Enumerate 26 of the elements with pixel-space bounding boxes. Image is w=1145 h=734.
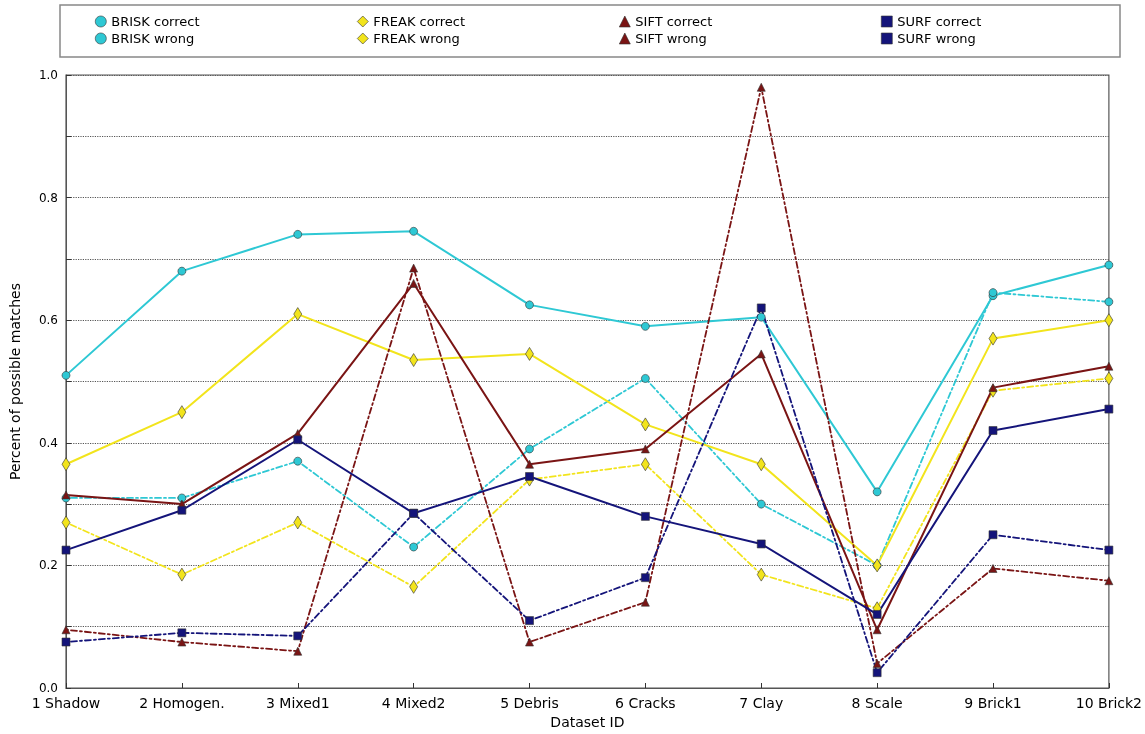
legend-label: SURF correct [897, 14, 982, 29]
y-tick-label: 0.4 [38, 435, 58, 450]
x-tick-label: 5 Debris [500, 695, 559, 711]
x-tick-label: 3 Mixed1 [265, 695, 330, 711]
x-axis-title: Dataset ID [550, 714, 625, 730]
legend-label: SIFT correct [635, 14, 713, 29]
legend-label: FREAK wrong [373, 31, 460, 46]
y-tick-label: 1.0 [38, 68, 58, 82]
legend-label: FREAK correct [373, 14, 466, 29]
y-axis-title: Percent of possible matches [7, 282, 23, 481]
legend-label: BRISK correct [111, 14, 200, 29]
legend-label: SIFT wrong [635, 31, 707, 46]
x-tick-label: 9 Brick1 [964, 695, 1022, 711]
x-tick-label: 8 Scale [851, 695, 903, 711]
x-tick-label: 2 Homogen. [139, 695, 225, 711]
x-tick-label: 1 Shadow [31, 695, 101, 711]
x-tick-label: 4 Mixed2 [381, 695, 446, 711]
x-tick-label: 10 Brick2 [1075, 695, 1142, 711]
y-tick-label: 0.6 [38, 313, 58, 328]
x-tick-label: 6 Cracks [615, 695, 676, 711]
y-tick-label: 0.8 [38, 190, 58, 205]
y-tick-label: 0.0 [38, 681, 58, 695]
y-tick-label: 0.2 [38, 558, 58, 573]
legend-label: SURF wrong [897, 31, 976, 46]
legend-label: BRISK wrong [111, 31, 195, 46]
x-tick-label: 7 Clay [739, 695, 784, 711]
